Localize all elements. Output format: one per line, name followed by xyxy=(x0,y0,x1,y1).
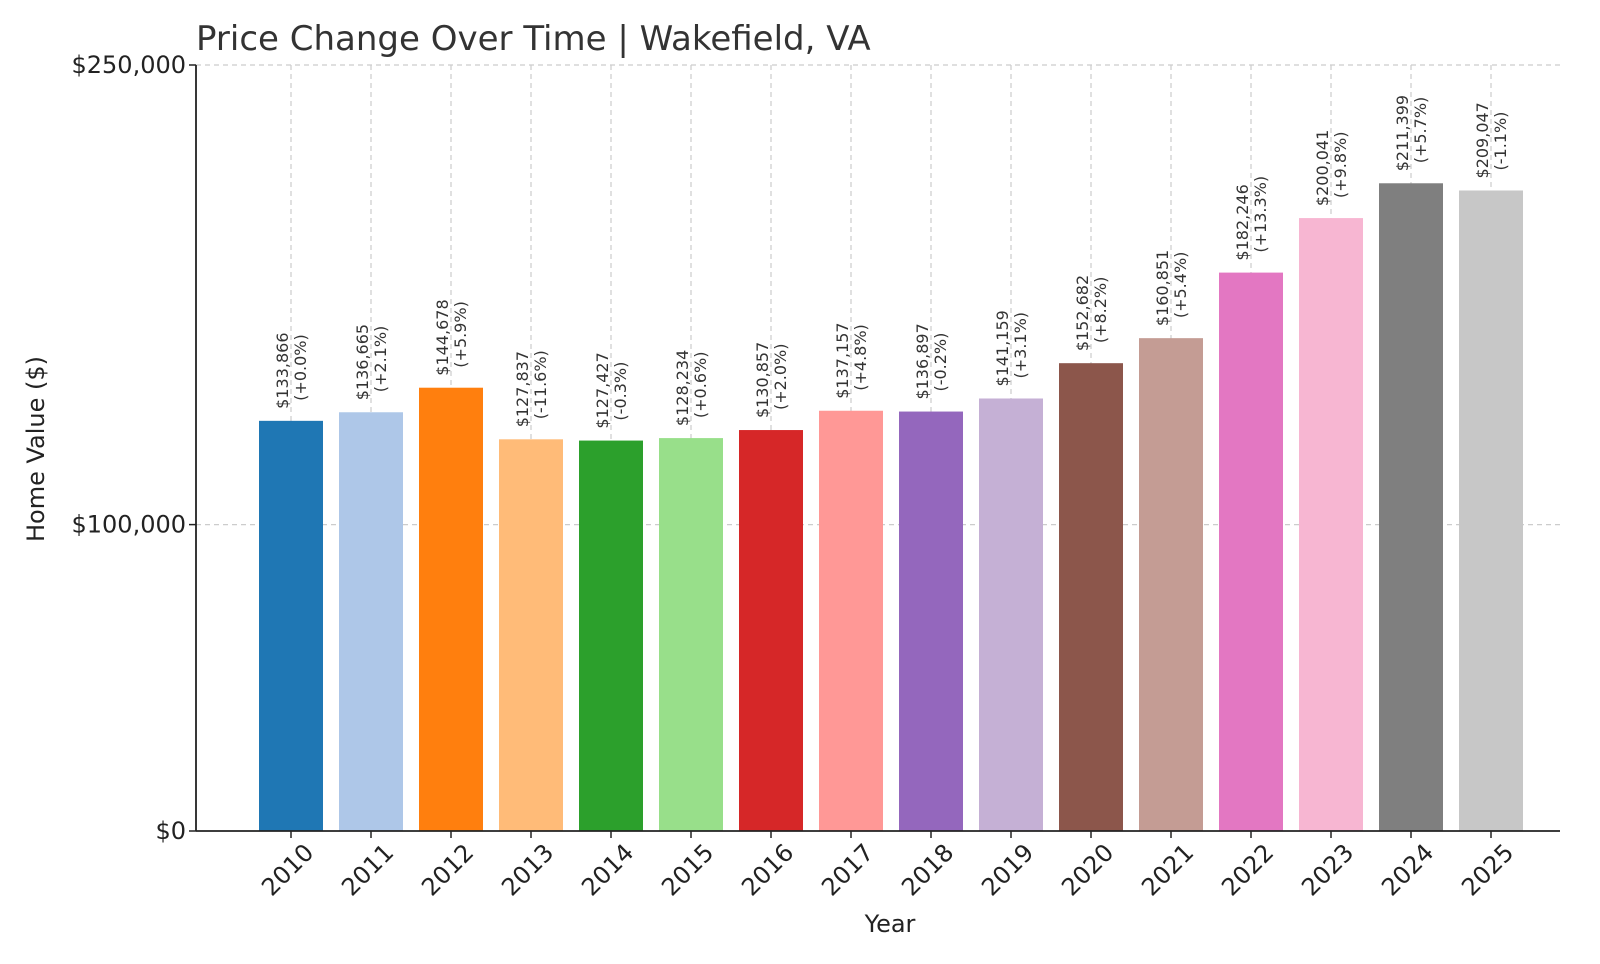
axes-layer xyxy=(195,65,1560,832)
value-label: $136,665 xyxy=(353,324,372,400)
value-label: $128,234 xyxy=(673,350,692,426)
change-label: (-0.3%) xyxy=(611,362,630,421)
value-label: $182,246 xyxy=(1233,184,1252,260)
change-label: (+5.4%) xyxy=(1171,252,1190,319)
bar-2018 xyxy=(899,411,963,831)
x-tick-label: 2025 xyxy=(1456,838,1519,901)
bar-2016 xyxy=(739,430,803,831)
value-label: $127,427 xyxy=(593,352,612,428)
bar-2024 xyxy=(1379,183,1443,832)
bar-2015 xyxy=(659,438,723,831)
bars-layer xyxy=(259,183,1523,832)
value-label: $152,682 xyxy=(1073,275,1092,351)
bar-2025 xyxy=(1459,190,1523,832)
bar-2017 xyxy=(819,410,883,831)
bar-2011 xyxy=(339,412,403,831)
change-label: (+3.1%) xyxy=(1011,312,1030,379)
x-tick-label: 2019 xyxy=(976,838,1039,901)
x-tick-label: 2022 xyxy=(1216,838,1279,901)
y-tick-label: $100,000 xyxy=(71,511,186,539)
x-tick-label: 2013 xyxy=(496,838,559,901)
change-label: (+0.6%) xyxy=(691,352,710,419)
x-tick-label: 2016 xyxy=(736,838,799,901)
change-label: (+8.2%) xyxy=(1091,277,1110,344)
bar-2012 xyxy=(419,387,483,831)
x-tick-label: 2024 xyxy=(1376,838,1439,901)
value-label: $200,041 xyxy=(1313,130,1332,206)
y-tick-label: $0 xyxy=(155,817,186,845)
bar-2020 xyxy=(1059,363,1123,831)
change-label: (+5.9%) xyxy=(451,301,470,368)
change-label: (+0.0%) xyxy=(291,334,310,401)
data-labels-layer: $133,866 (+0.0%) $136,665 (+2.1%) $144,678 (+… xyxy=(273,95,1510,429)
x-tick-label: 2017 xyxy=(816,838,879,901)
bar-2019 xyxy=(979,398,1043,831)
value-label: $209,047 xyxy=(1473,102,1492,178)
x-tick-label: 2020 xyxy=(1056,838,1119,901)
change-label: (-0.2%) xyxy=(931,333,950,392)
x-tick-label: 2021 xyxy=(1136,838,1199,901)
change-label: (+13.3%) xyxy=(1251,176,1270,253)
bar-2010 xyxy=(259,420,323,831)
x-tick-label: 2011 xyxy=(336,838,399,901)
x-tick-label: 2015 xyxy=(656,838,719,901)
change-label: (-11.6%) xyxy=(531,350,550,419)
bar-2013 xyxy=(499,439,563,831)
value-label: $144,678 xyxy=(433,299,452,375)
value-label: $127,837 xyxy=(513,351,532,427)
change-label: (+5.7%) xyxy=(1411,97,1430,164)
value-label: $133,866 xyxy=(273,332,292,408)
x-tick-label: 2010 xyxy=(256,838,319,901)
y-tick-label: $250,000 xyxy=(71,51,186,79)
x-tick-label: 2018 xyxy=(896,838,959,901)
change-label: (+4.8%) xyxy=(851,324,870,391)
x-tick-label: 2012 xyxy=(416,838,479,901)
value-label: $130,857 xyxy=(753,342,772,418)
x-tick-label: 2014 xyxy=(576,838,639,901)
change-label: (-1.1%) xyxy=(1491,112,1510,171)
value-label: $141,159 xyxy=(993,310,1012,386)
y-axis-label: Home Value ($) xyxy=(22,356,50,542)
chart-title: Price Change Over Time | Wakefield, VA xyxy=(196,19,871,59)
change-label: (+9.8%) xyxy=(1331,132,1350,199)
x-tick-label: 2023 xyxy=(1296,838,1359,901)
bar-2014 xyxy=(579,440,643,831)
bar-2021 xyxy=(1139,338,1203,831)
change-label: (+2.1%) xyxy=(371,326,390,393)
value-label: $211,399 xyxy=(1393,95,1412,171)
x-axis-label: Year xyxy=(864,910,916,938)
value-label: $136,897 xyxy=(913,323,932,399)
value-label: $137,157 xyxy=(833,322,852,398)
change-label: (+2.0%) xyxy=(771,344,790,411)
value-label: $160,851 xyxy=(1153,250,1172,326)
bar-2022 xyxy=(1219,272,1283,831)
bar-2023 xyxy=(1299,218,1363,832)
